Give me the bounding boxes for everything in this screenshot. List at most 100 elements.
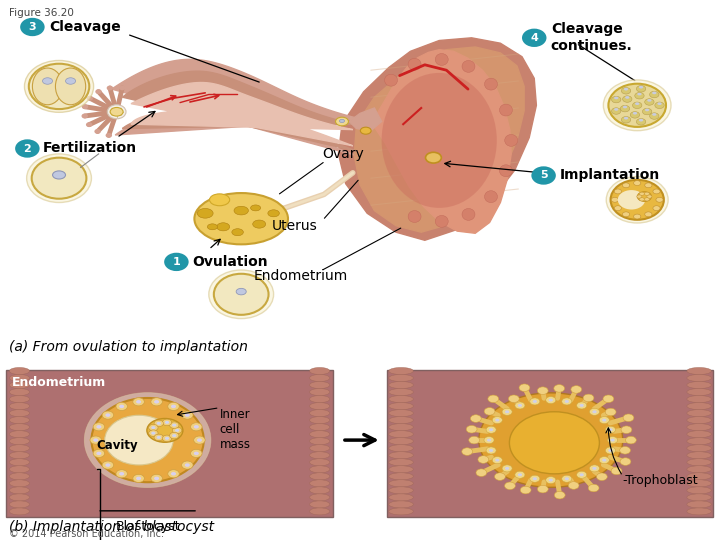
Ellipse shape [310,409,330,417]
Text: 2: 2 [24,144,31,153]
Text: Inner
cell
mass: Inner cell mass [220,408,251,451]
Ellipse shape [562,475,572,482]
Ellipse shape [533,477,537,480]
Ellipse shape [687,388,711,395]
Ellipse shape [479,393,623,487]
Ellipse shape [687,458,711,465]
Circle shape [94,129,101,134]
Ellipse shape [564,400,569,403]
Ellipse shape [687,367,711,374]
Ellipse shape [549,478,553,482]
Ellipse shape [644,198,649,201]
Ellipse shape [9,431,30,437]
Ellipse shape [515,402,525,409]
Ellipse shape [500,104,513,116]
Ellipse shape [310,494,330,501]
Ellipse shape [93,423,104,431]
Ellipse shape [653,189,660,194]
Ellipse shape [614,97,618,99]
Ellipse shape [687,473,711,480]
Ellipse shape [9,487,30,494]
Polygon shape [122,71,356,151]
Ellipse shape [154,434,163,441]
Ellipse shape [637,192,652,201]
Circle shape [15,139,40,158]
Ellipse shape [170,422,179,428]
Ellipse shape [486,447,496,454]
Ellipse shape [389,381,413,389]
Text: Uterus: Uterus [272,219,318,233]
Ellipse shape [599,457,609,464]
Ellipse shape [9,388,30,395]
Ellipse shape [611,96,621,103]
Ellipse shape [181,411,193,419]
Ellipse shape [639,198,644,201]
Ellipse shape [687,437,711,445]
Ellipse shape [652,92,657,94]
Ellipse shape [495,458,500,462]
Circle shape [119,85,125,90]
Ellipse shape [172,434,176,437]
Ellipse shape [191,449,202,457]
Ellipse shape [622,212,629,217]
Ellipse shape [389,451,413,458]
Ellipse shape [310,381,330,389]
Circle shape [531,166,556,185]
Ellipse shape [253,220,266,228]
Ellipse shape [687,403,711,409]
Ellipse shape [577,471,587,478]
Ellipse shape [606,447,616,454]
Ellipse shape [653,206,660,211]
Ellipse shape [618,190,645,210]
Ellipse shape [157,422,161,425]
Ellipse shape [154,400,159,403]
Ellipse shape [96,425,102,429]
Text: 3: 3 [29,22,36,32]
Ellipse shape [620,458,631,465]
Ellipse shape [194,193,288,244]
Text: (a) From ovulation to implantation: (a) From ovulation to implantation [9,340,248,354]
Ellipse shape [488,395,499,403]
Ellipse shape [634,180,641,185]
Ellipse shape [170,433,179,439]
Ellipse shape [462,208,475,220]
Ellipse shape [9,444,30,451]
Ellipse shape [621,426,632,434]
Ellipse shape [168,470,179,478]
Circle shape [91,398,204,482]
Ellipse shape [116,470,127,478]
Ellipse shape [389,395,413,403]
Ellipse shape [599,416,609,423]
Ellipse shape [197,438,202,442]
Ellipse shape [147,418,183,442]
Ellipse shape [625,96,629,99]
Ellipse shape [580,473,584,476]
Ellipse shape [687,508,711,515]
Ellipse shape [530,475,540,482]
Ellipse shape [9,367,30,374]
Ellipse shape [624,88,628,91]
Ellipse shape [408,211,421,222]
Ellipse shape [611,108,621,114]
Ellipse shape [389,417,413,423]
Circle shape [95,89,102,94]
Ellipse shape [389,501,413,508]
Ellipse shape [119,404,124,408]
Ellipse shape [462,448,472,455]
Ellipse shape [590,408,600,415]
Ellipse shape [389,367,413,374]
Text: Cleavage: Cleavage [49,20,121,34]
Ellipse shape [502,465,512,472]
Ellipse shape [310,508,330,515]
Ellipse shape [42,78,53,84]
Ellipse shape [462,60,475,72]
Ellipse shape [637,93,642,96]
Text: 4: 4 [531,33,538,43]
Ellipse shape [389,487,413,494]
Ellipse shape [687,381,711,389]
Text: Ovary: Ovary [323,147,364,161]
Ellipse shape [310,451,330,458]
Ellipse shape [495,418,500,422]
Ellipse shape [621,117,631,123]
Bar [387,370,713,517]
